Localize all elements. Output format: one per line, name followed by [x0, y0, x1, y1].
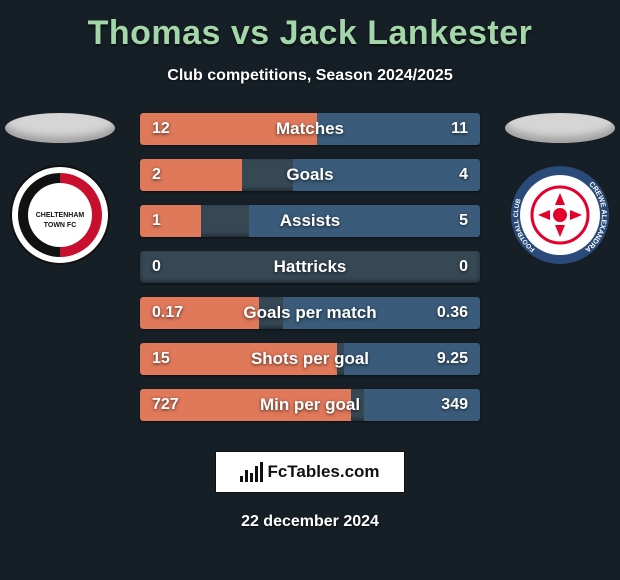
stat-row: 15Assists [140, 205, 480, 237]
svg-text:TOWN FC: TOWN FC [44, 222, 77, 229]
stat-fill-right [364, 389, 480, 421]
stat-fill-right [317, 113, 480, 145]
stat-value-left: 0 [152, 251, 161, 283]
bar-chart-icon [240, 462, 263, 482]
stat-fill-right [249, 205, 480, 237]
right-player-silhouette [505, 113, 615, 143]
comparison-panel: CHELTENHAM TOWN FC CREWE ALEXANDRA FOOTB… [0, 113, 620, 433]
stat-row: 1211Matches [140, 113, 480, 145]
left-player-silhouette [5, 113, 115, 143]
right-club-column: CREWE ALEXANDRA FOOTBALL CLUB [500, 113, 620, 265]
left-club-crest: CHELTENHAM TOWN FC [10, 165, 110, 265]
crewe-crest-icon: CREWE ALEXANDRA FOOTBALL CLUB [510, 162, 610, 268]
footer-date: 22 december 2024 [0, 513, 620, 531]
stat-label: Hattricks [140, 251, 480, 283]
stat-row: 0.170.36Goals per match [140, 297, 480, 329]
stat-fill-right [283, 297, 480, 329]
brand-text: FcTables.com [267, 462, 379, 482]
stats-list: 1211Matches 24Goals 15Assists 0 0Hattricks 0.… [140, 113, 480, 435]
stat-fill-left [140, 343, 337, 375]
svg-text:CHELTENHAM: CHELTENHAM [36, 212, 85, 219]
page-title: Thomas vs Jack Lankester [0, 0, 620, 53]
brand-logo: FcTables.com [215, 451, 405, 493]
subtitle: Club competitions, Season 2024/2025 [0, 67, 620, 85]
stat-fill-left [140, 159, 242, 191]
stat-fill-right [344, 343, 480, 375]
right-club-crest: CREWE ALEXANDRA FOOTBALL CLUB [510, 165, 610, 265]
left-club-column: CHELTENHAM TOWN FC [0, 113, 120, 265]
stat-fill-right [293, 159, 480, 191]
stat-value-right: 0 [459, 251, 468, 283]
stat-fill-left [140, 297, 259, 329]
stat-row: 159.25Shots per goal [140, 343, 480, 375]
stat-fill-left [140, 113, 317, 145]
stat-fill-left [140, 205, 201, 237]
stat-fill-left [140, 389, 351, 421]
stat-row: 0 0Hattricks [140, 251, 480, 283]
stat-row: 727349Min per goal [140, 389, 480, 421]
cheltenham-crest-icon: CHELTENHAM TOWN FC [10, 165, 110, 265]
stat-row: 24Goals [140, 159, 480, 191]
